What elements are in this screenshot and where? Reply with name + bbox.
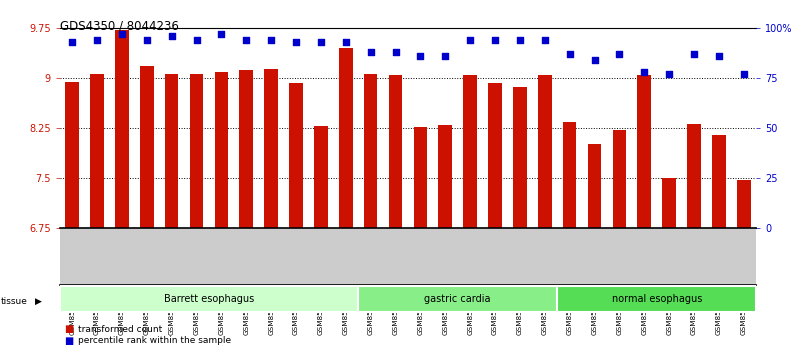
Point	[215, 32, 228, 37]
Bar	[587, 144, 601, 228]
Bar	[90, 74, 103, 228]
Bar	[189, 74, 203, 228]
Bar	[613, 130, 626, 228]
Point	[513, 38, 526, 43]
Point	[712, 53, 725, 59]
Point	[240, 38, 252, 43]
Bar	[115, 30, 129, 228]
Text: tissue: tissue	[1, 297, 28, 306]
Bar	[364, 74, 377, 228]
Point	[613, 51, 626, 57]
FancyBboxPatch shape	[358, 286, 557, 312]
FancyBboxPatch shape	[557, 286, 756, 312]
Point	[190, 38, 203, 43]
Point	[290, 40, 302, 45]
Point	[339, 40, 352, 45]
Bar	[388, 75, 402, 228]
Bar	[737, 180, 751, 228]
Text: transformed count: transformed count	[78, 325, 162, 334]
Bar	[140, 66, 154, 228]
Bar	[289, 83, 302, 228]
Bar	[538, 75, 552, 228]
Text: ■: ■	[64, 336, 73, 346]
Point	[365, 50, 377, 55]
Bar	[488, 83, 501, 228]
Bar	[165, 74, 178, 228]
Bar	[215, 72, 228, 228]
Point	[538, 38, 551, 43]
Point	[91, 38, 103, 43]
Text: percentile rank within the sample: percentile rank within the sample	[78, 336, 231, 345]
Bar	[414, 127, 427, 228]
Text: ▶: ▶	[35, 297, 42, 306]
Bar	[463, 75, 477, 228]
Point	[564, 51, 576, 57]
Text: Barrett esophagus: Barrett esophagus	[164, 294, 254, 304]
Text: GDS4350 / 8044236: GDS4350 / 8044236	[60, 19, 178, 33]
Bar	[712, 135, 726, 228]
Bar	[687, 124, 700, 228]
Bar	[65, 82, 79, 228]
Text: ■: ■	[64, 324, 73, 334]
Point	[638, 69, 650, 75]
FancyBboxPatch shape	[60, 286, 358, 312]
Text: gastric cardia: gastric cardia	[424, 294, 491, 304]
Bar	[439, 125, 452, 228]
Point	[414, 53, 427, 59]
Point	[389, 50, 402, 55]
Bar	[314, 126, 328, 228]
Bar	[339, 48, 353, 228]
Point	[140, 38, 153, 43]
Point	[464, 38, 477, 43]
Bar	[638, 75, 651, 228]
Bar	[563, 122, 576, 228]
Point	[265, 38, 278, 43]
Point	[688, 51, 700, 57]
Point	[66, 40, 79, 45]
Bar	[240, 70, 253, 228]
Bar	[662, 178, 676, 228]
Point	[663, 72, 676, 77]
Point	[439, 53, 451, 59]
Point	[588, 57, 601, 63]
Point	[314, 40, 327, 45]
Point	[737, 72, 750, 77]
Point	[489, 38, 501, 43]
Point	[166, 34, 178, 39]
Point	[115, 32, 128, 37]
Bar	[513, 87, 527, 228]
Bar	[264, 69, 278, 228]
Text: normal esophagus: normal esophagus	[611, 294, 702, 304]
